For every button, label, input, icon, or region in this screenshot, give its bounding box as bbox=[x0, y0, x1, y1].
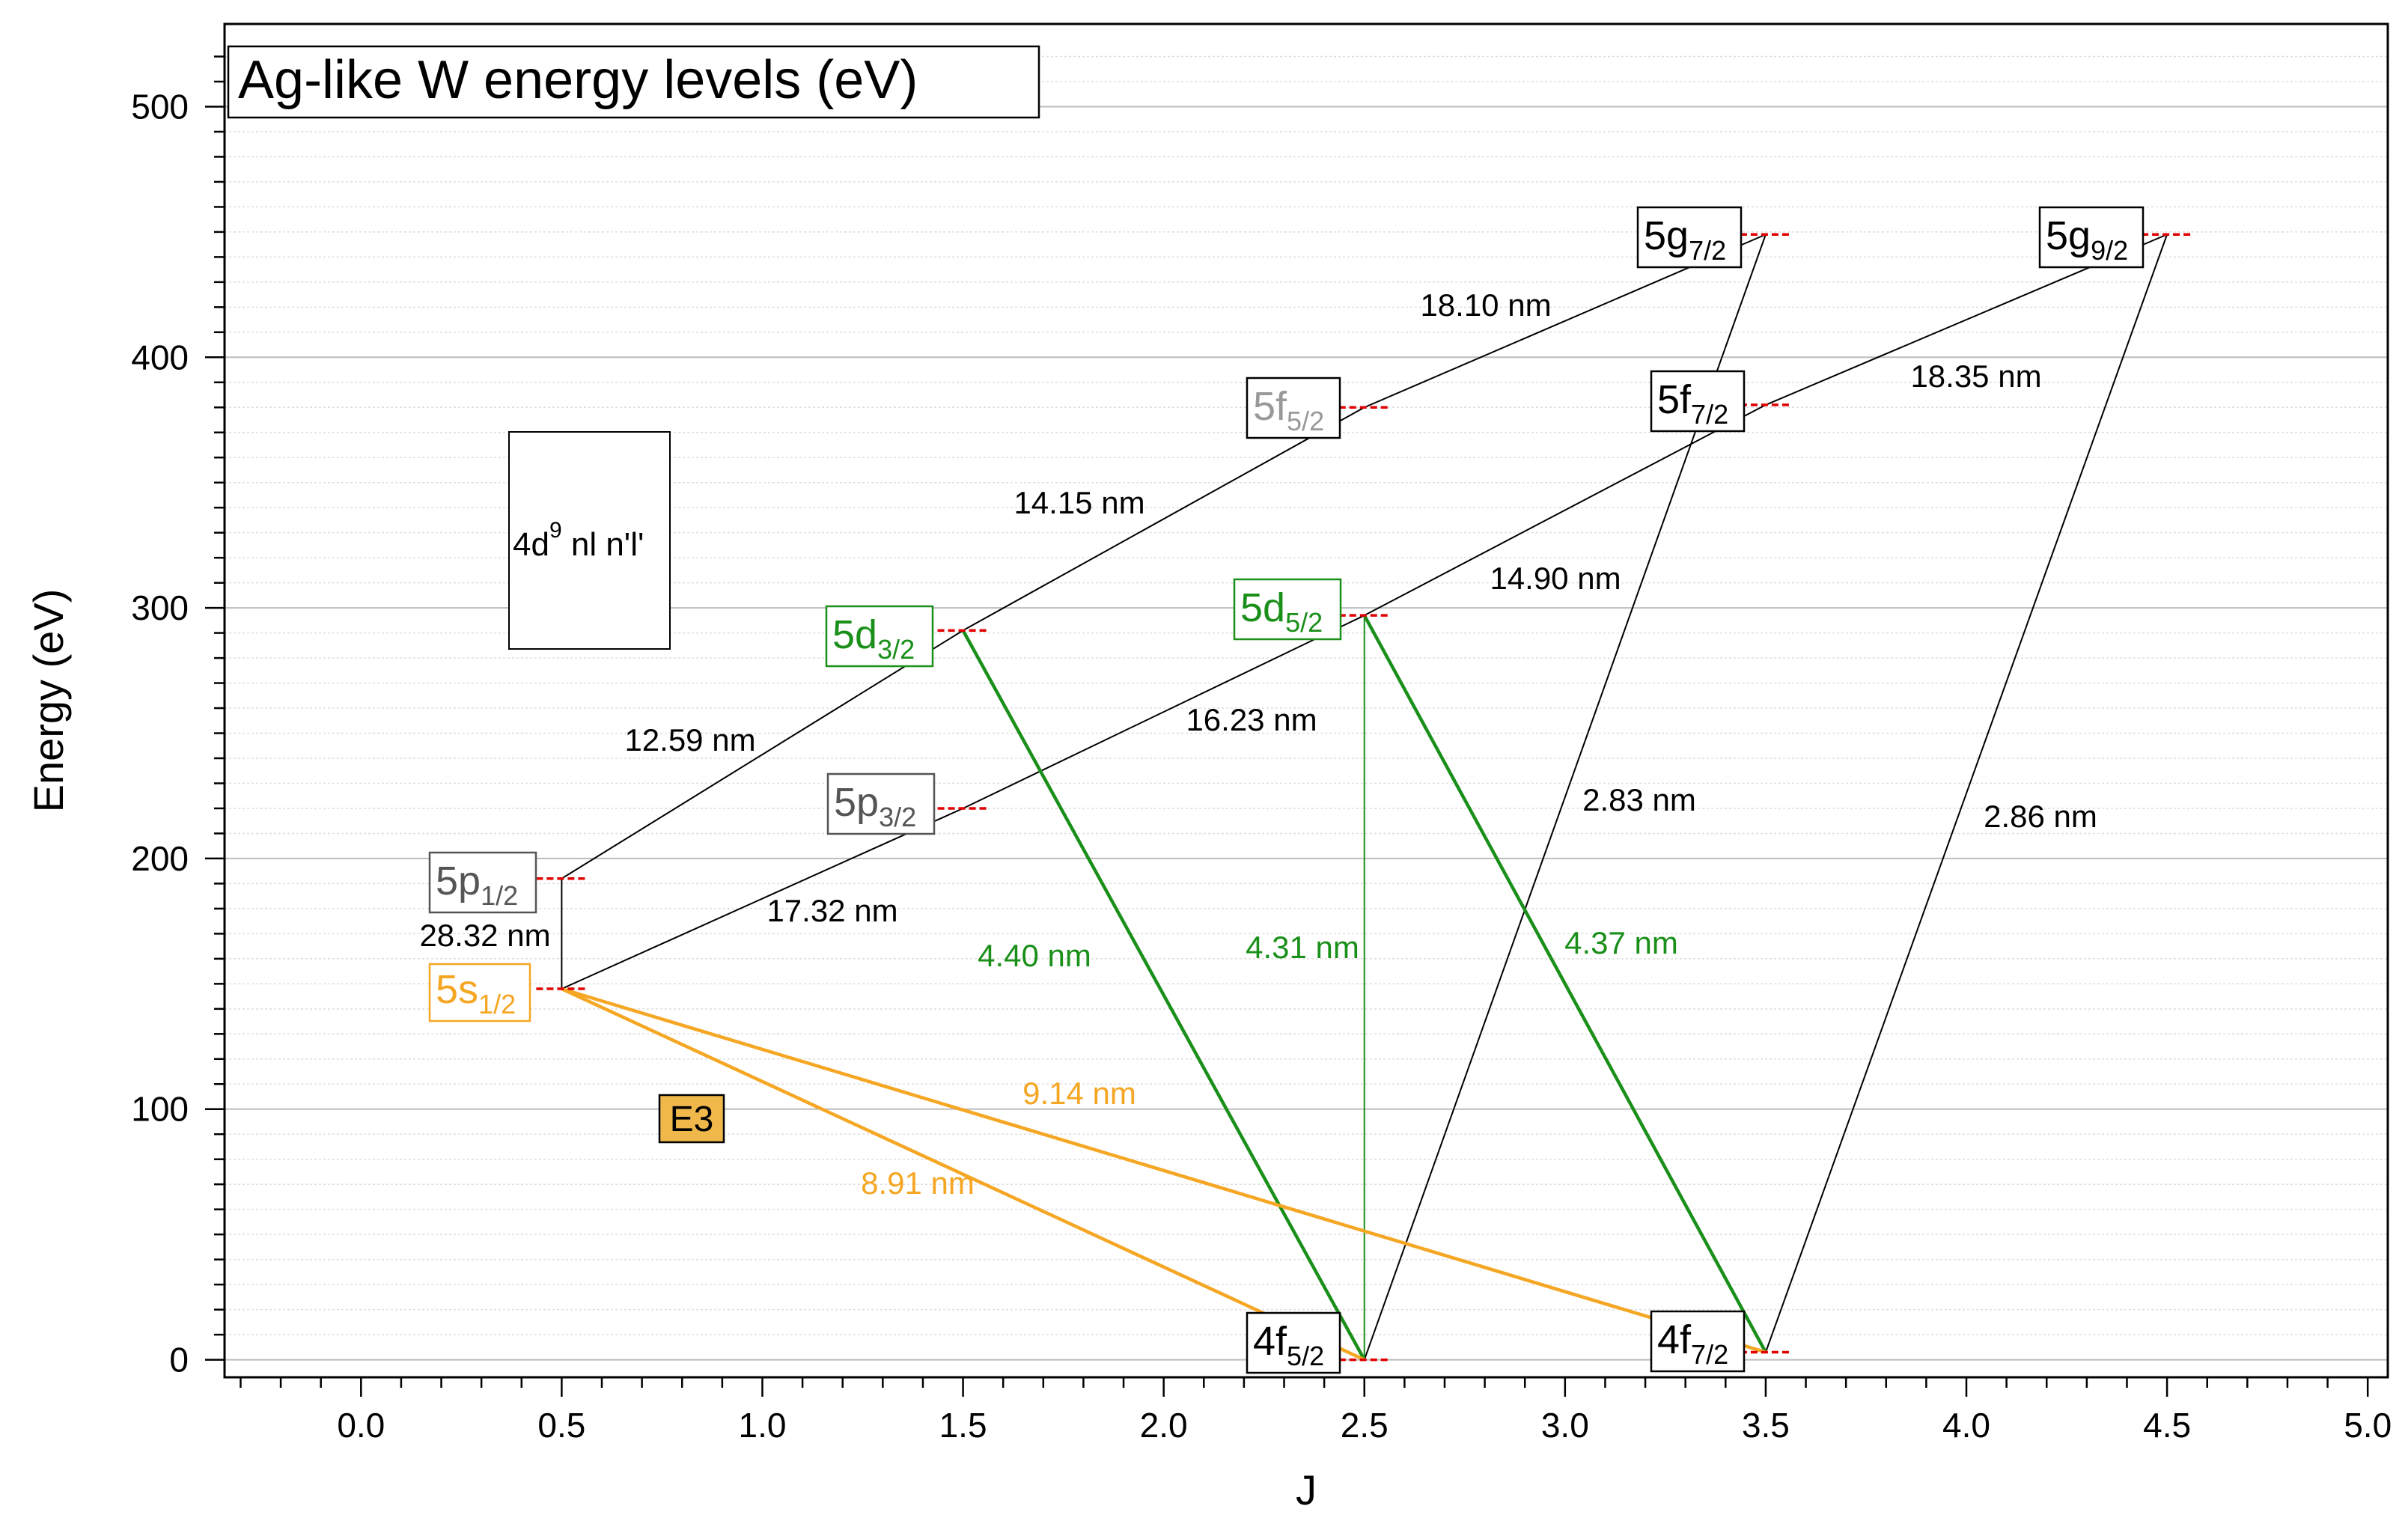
transition-line bbox=[561, 630, 964, 880]
transition-line bbox=[561, 808, 963, 990]
configuration-box: 4d9 nl n'l' bbox=[508, 431, 671, 650]
level-label-text: 5d3/2 bbox=[832, 612, 915, 665]
x-tick-label: 4.5 bbox=[2143, 1406, 2191, 1445]
level-label-box bbox=[2038, 206, 2145, 269]
level-label-4f52: 4f5/2 bbox=[1246, 1311, 1341, 1374]
transition-line bbox=[561, 987, 1767, 1354]
transition-label: 4.31 nm bbox=[1246, 930, 1359, 965]
level-label-box bbox=[1636, 206, 1743, 269]
transition-line bbox=[1364, 404, 1767, 617]
title-box: Ag-like W energy levels (eV) bbox=[227, 45, 1040, 119]
x-tick-label: 0.5 bbox=[537, 1406, 585, 1445]
transition-label: 17.32 nm bbox=[766, 893, 897, 928]
level-label-5g92: 5g9/2 bbox=[2038, 206, 2145, 269]
level-label-text: 5s1/2 bbox=[436, 967, 516, 1019]
level-label-text: 5p3/2 bbox=[834, 780, 916, 832]
transition-label: 12.59 nm bbox=[624, 722, 755, 758]
transition-label: 18.35 nm bbox=[1910, 359, 2041, 394]
x-tick-label: 1.0 bbox=[739, 1406, 787, 1445]
chart-title: Ag-like W energy levels (eV) bbox=[238, 50, 918, 110]
level-label-box bbox=[1650, 370, 1746, 433]
transition-label: 28.32 nm bbox=[419, 918, 550, 953]
plot-frame bbox=[223, 22, 2389, 1379]
level-label-5p12: 5p1/2 bbox=[428, 851, 537, 914]
e3-label: E3 bbox=[670, 1100, 714, 1139]
axis-ticks: 0 100 200 300 400 500 0.0 0.5 1.0 1.5 2.0 2.5 3.0 3.5… bbox=[131, 55, 2392, 1445]
level-label-5p32: 5p3/2 bbox=[826, 772, 936, 835]
transition-label: 8.91 nm bbox=[861, 1165, 975, 1201]
level-label-text: 4f5/2 bbox=[1253, 1319, 1324, 1371]
x-tick-label: 1.5 bbox=[939, 1406, 987, 1445]
x-tick-label: 4.0 bbox=[1942, 1406, 1990, 1445]
level-label-text: 5g9/2 bbox=[2046, 213, 2128, 266]
transition-lines bbox=[561, 234, 2168, 1362]
level-label-5s12: 5s1/2 bbox=[428, 963, 531, 1022]
level-label-5d52: 5d5/2 bbox=[1233, 578, 1342, 641]
x-tick-label: 0.0 bbox=[337, 1406, 385, 1445]
x-tick-label: 5.0 bbox=[2344, 1406, 2392, 1445]
x-tick-label: 3.5 bbox=[1742, 1406, 1790, 1445]
level-label-box bbox=[825, 605, 934, 668]
level-label-box bbox=[428, 963, 531, 1022]
level-label-4f72: 4f7/2 bbox=[1650, 1310, 1746, 1373]
transition-label: 14.15 nm bbox=[1014, 485, 1144, 520]
transition-label: 18.10 nm bbox=[1420, 287, 1551, 323]
y-axis-label: Energy (eV) bbox=[25, 589, 72, 813]
x-tick-label: 2.0 bbox=[1140, 1406, 1188, 1445]
level-label-box bbox=[1233, 578, 1342, 641]
level-label-text: 5f5/2 bbox=[1253, 384, 1324, 436]
transition-line bbox=[963, 406, 1365, 632]
y-tick-label: 400 bbox=[131, 338, 189, 377]
level-label-text: 4f7/2 bbox=[1657, 1317, 1728, 1370]
y-tick-label: 100 bbox=[131, 1090, 189, 1129]
y-tick-label: 0 bbox=[169, 1341, 189, 1380]
transition-label: 14.90 nm bbox=[1490, 561, 1621, 596]
x-axis-label: J bbox=[1296, 1466, 1317, 1514]
y-tick-label: 200 bbox=[131, 839, 189, 878]
level-label-text: 5f7/2 bbox=[1657, 377, 1728, 430]
transition-label: 2.86 nm bbox=[1984, 799, 2097, 834]
level-label-5d32: 5d3/2 bbox=[825, 605, 934, 668]
transition-label: 4.37 nm bbox=[1564, 925, 1678, 960]
transition-line bbox=[1764, 234, 2168, 1353]
y-tick-label: 300 bbox=[131, 588, 189, 627]
transition-label: 16.23 nm bbox=[1186, 702, 1317, 737]
energy-levels: 5s1/2 5p1/2 5p3/2 5d3/2 5d5/2 5f5/2 5f7/2 5g7/2… bbox=[428, 206, 2193, 1374]
level-label-text: 5d5/2 bbox=[1240, 585, 1323, 638]
y-tick-label: 500 bbox=[131, 87, 189, 126]
level-label-text: 5p1/2 bbox=[436, 859, 518, 911]
transition-line bbox=[561, 987, 1365, 1362]
level-label-5f72: 5f7/2 bbox=[1650, 370, 1746, 433]
x-tick-label: 2.5 bbox=[1341, 1406, 1389, 1445]
level-label-5f52: 5f5/2 bbox=[1246, 377, 1341, 439]
transition-line bbox=[961, 630, 1366, 1361]
x-tick-label: 3.0 bbox=[1541, 1406, 1589, 1445]
level-label-box bbox=[428, 851, 537, 914]
transition-label: 2.83 nm bbox=[1582, 782, 1696, 817]
transition-label: 4.40 nm bbox=[978, 938, 1091, 973]
transition-labels: 28.32 nm 12.59 nm 14.15 nm 18.10 nm 17.32 nm… bbox=[419, 287, 2097, 1201]
level-label-box bbox=[826, 772, 936, 835]
level-label-box bbox=[1246, 377, 1341, 439]
level-label-box bbox=[1246, 1311, 1341, 1374]
level-label-5g72: 5g7/2 bbox=[1636, 206, 1743, 269]
e3-box: E3 bbox=[658, 1094, 725, 1144]
transition-line bbox=[1362, 615, 1767, 1353]
transition-label: 9.14 nm bbox=[1022, 1076, 1136, 1111]
transition-line bbox=[963, 615, 1365, 809]
level-label-text: 5g7/2 bbox=[1644, 213, 1726, 266]
level-label-box bbox=[1650, 1310, 1746, 1373]
configuration-label: 4d9 nl n'l' bbox=[513, 518, 644, 563]
